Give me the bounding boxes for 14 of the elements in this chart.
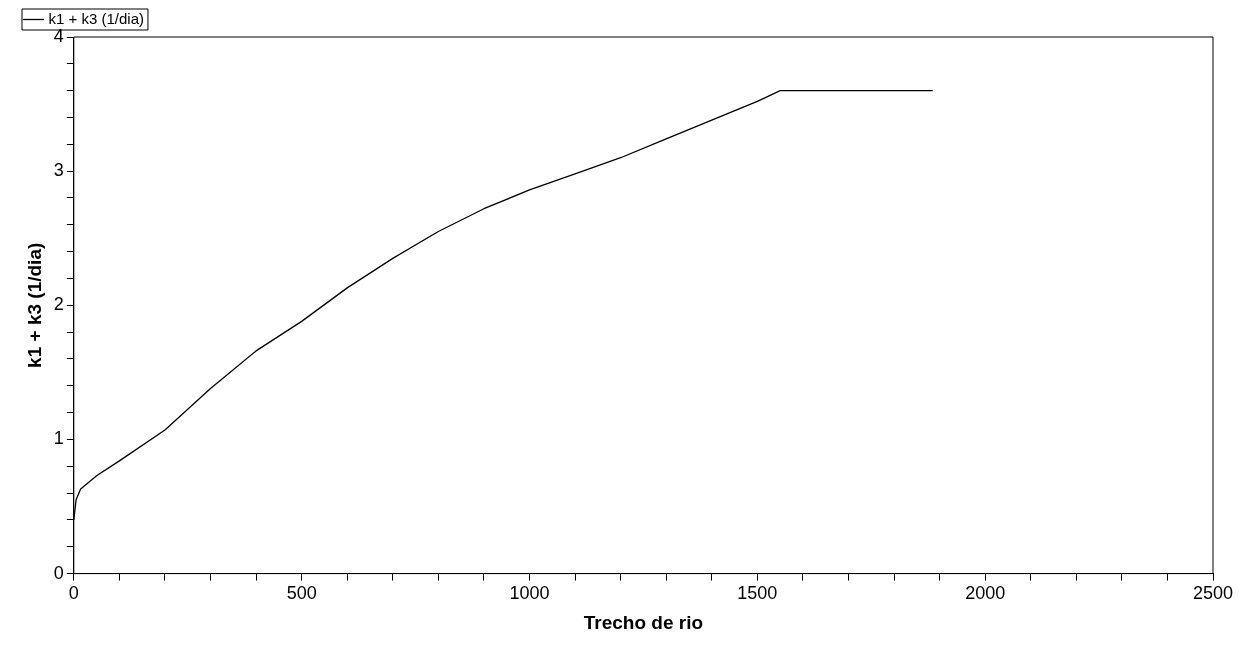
x-axis-title: Trecho de rio [583,611,704,633]
y-axis-title: k1 + k3 (1/dia) [23,242,45,368]
y-tick-label: 0 [53,562,64,583]
x-tick-label: 2500 [1192,583,1234,604]
x-tick-label: 0 [68,583,79,604]
y-tick-label: 1 [53,428,64,449]
y-tick-label: 3 [53,160,64,181]
x-tick-label: 500 [286,583,317,604]
y-tick-label: 4 [53,25,64,46]
x-tick-label: 1500 [737,583,778,604]
y-tick-label: 2 [53,294,64,315]
x-tick-label: 1000 [509,583,550,604]
x-tick-label: 2000 [965,583,1006,604]
legend-label: k1 + k3 (1/dia) [48,9,144,27]
